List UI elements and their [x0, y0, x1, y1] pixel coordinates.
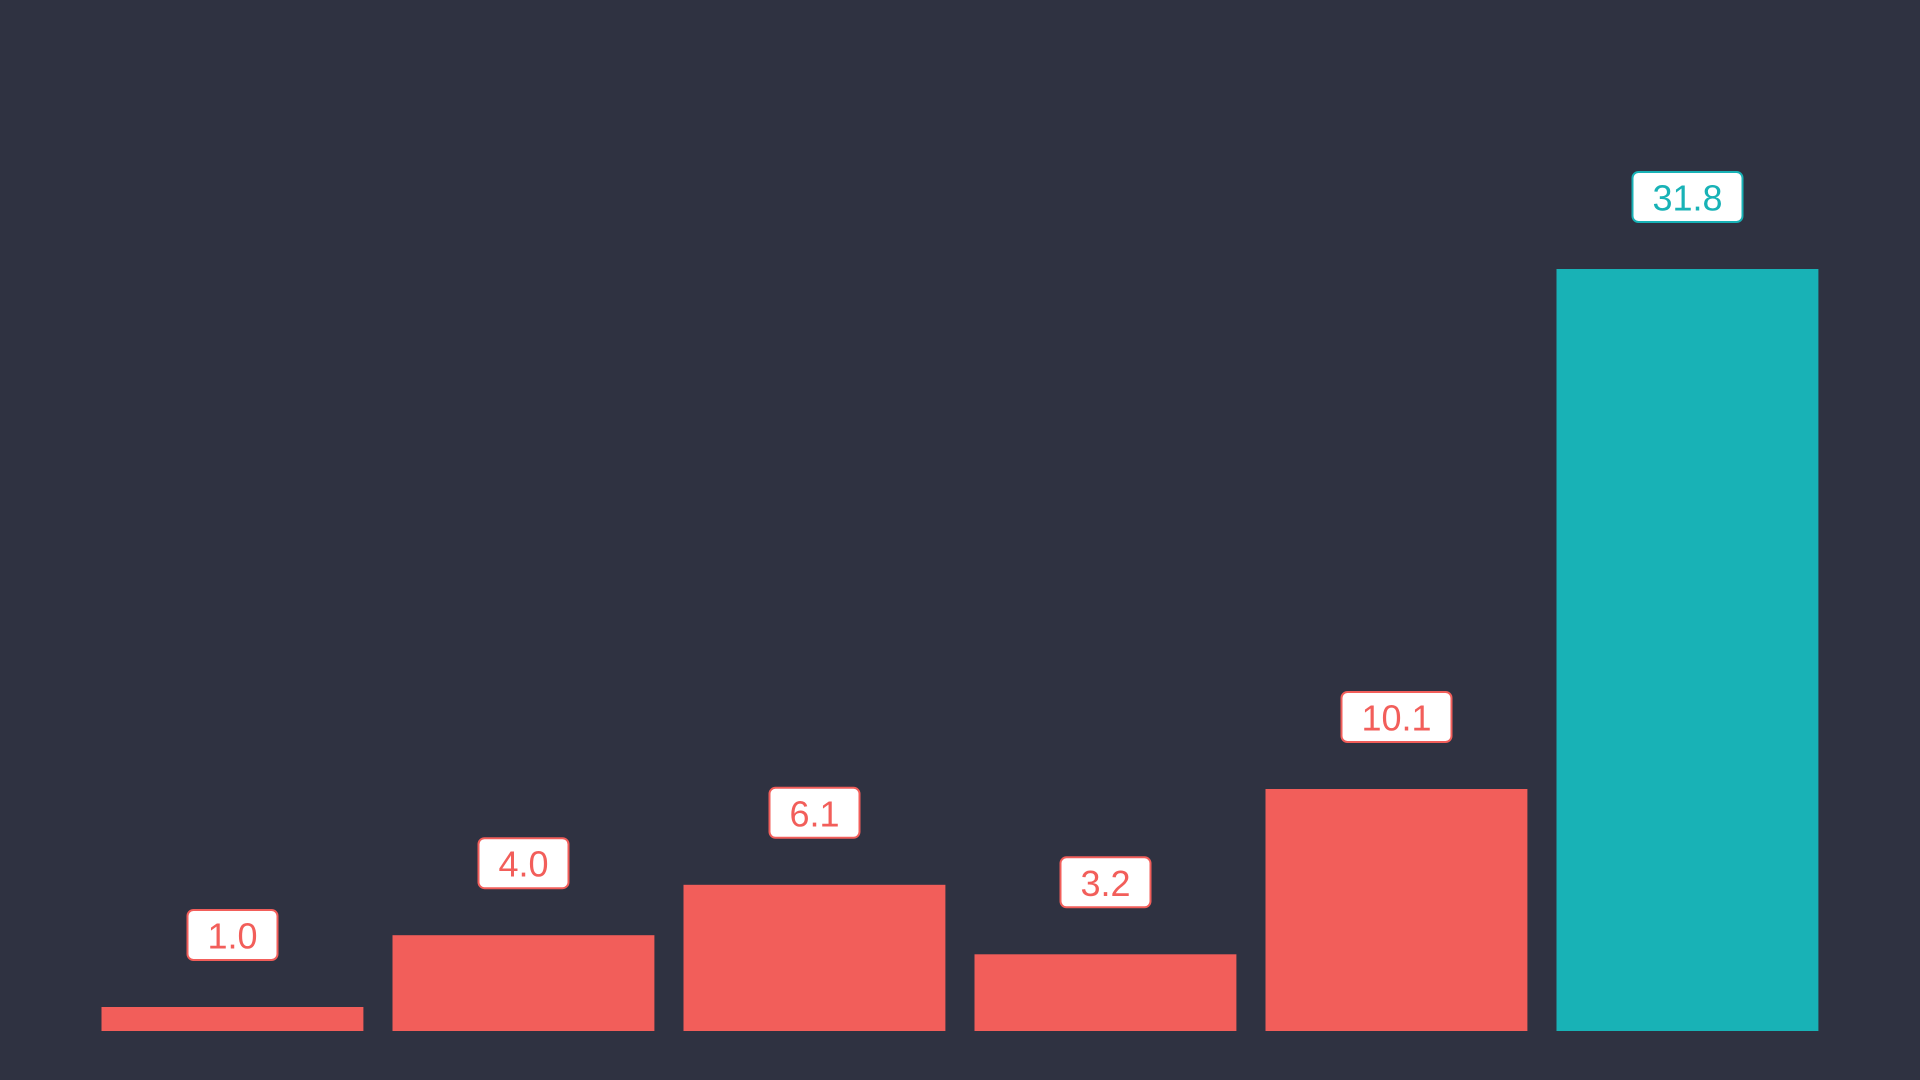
- value-label-4: 3.2: [1059, 856, 1152, 909]
- value-label-text: 3.2: [1080, 863, 1130, 904]
- value-label-6: 31.8: [1631, 171, 1744, 223]
- value-label-1: 1.0: [186, 909, 279, 961]
- value-label-2: 4.0: [477, 837, 570, 890]
- value-label-box: [1631, 171, 1744, 223]
- value-label-text: 31.8: [1652, 178, 1722, 219]
- value-label-text: 1.0: [207, 916, 257, 957]
- value-label-box: [477, 837, 570, 890]
- value-labels-group: 1.0 4.0 6.1 3.2 10.1 31.8: [186, 171, 1744, 961]
- bar-4: [974, 954, 1237, 1031]
- bar-6: [1556, 269, 1819, 1031]
- value-label-box: [768, 786, 861, 839]
- bars-group: [101, 269, 1819, 1031]
- bar-5: [1265, 789, 1528, 1031]
- bar-3: [683, 884, 946, 1031]
- value-label-5: 10.1: [1340, 691, 1453, 743]
- value-label-box: [1059, 856, 1152, 909]
- value-label-3: 6.1: [768, 786, 861, 839]
- bar-1: [101, 1007, 364, 1031]
- value-label-box: [186, 909, 279, 961]
- value-label-text: 6.1: [789, 793, 839, 834]
- value-label-text: 10.1: [1361, 698, 1431, 739]
- bar-2: [392, 935, 655, 1031]
- value-label-text: 4.0: [498, 844, 548, 885]
- value-label-box: [1340, 691, 1453, 743]
